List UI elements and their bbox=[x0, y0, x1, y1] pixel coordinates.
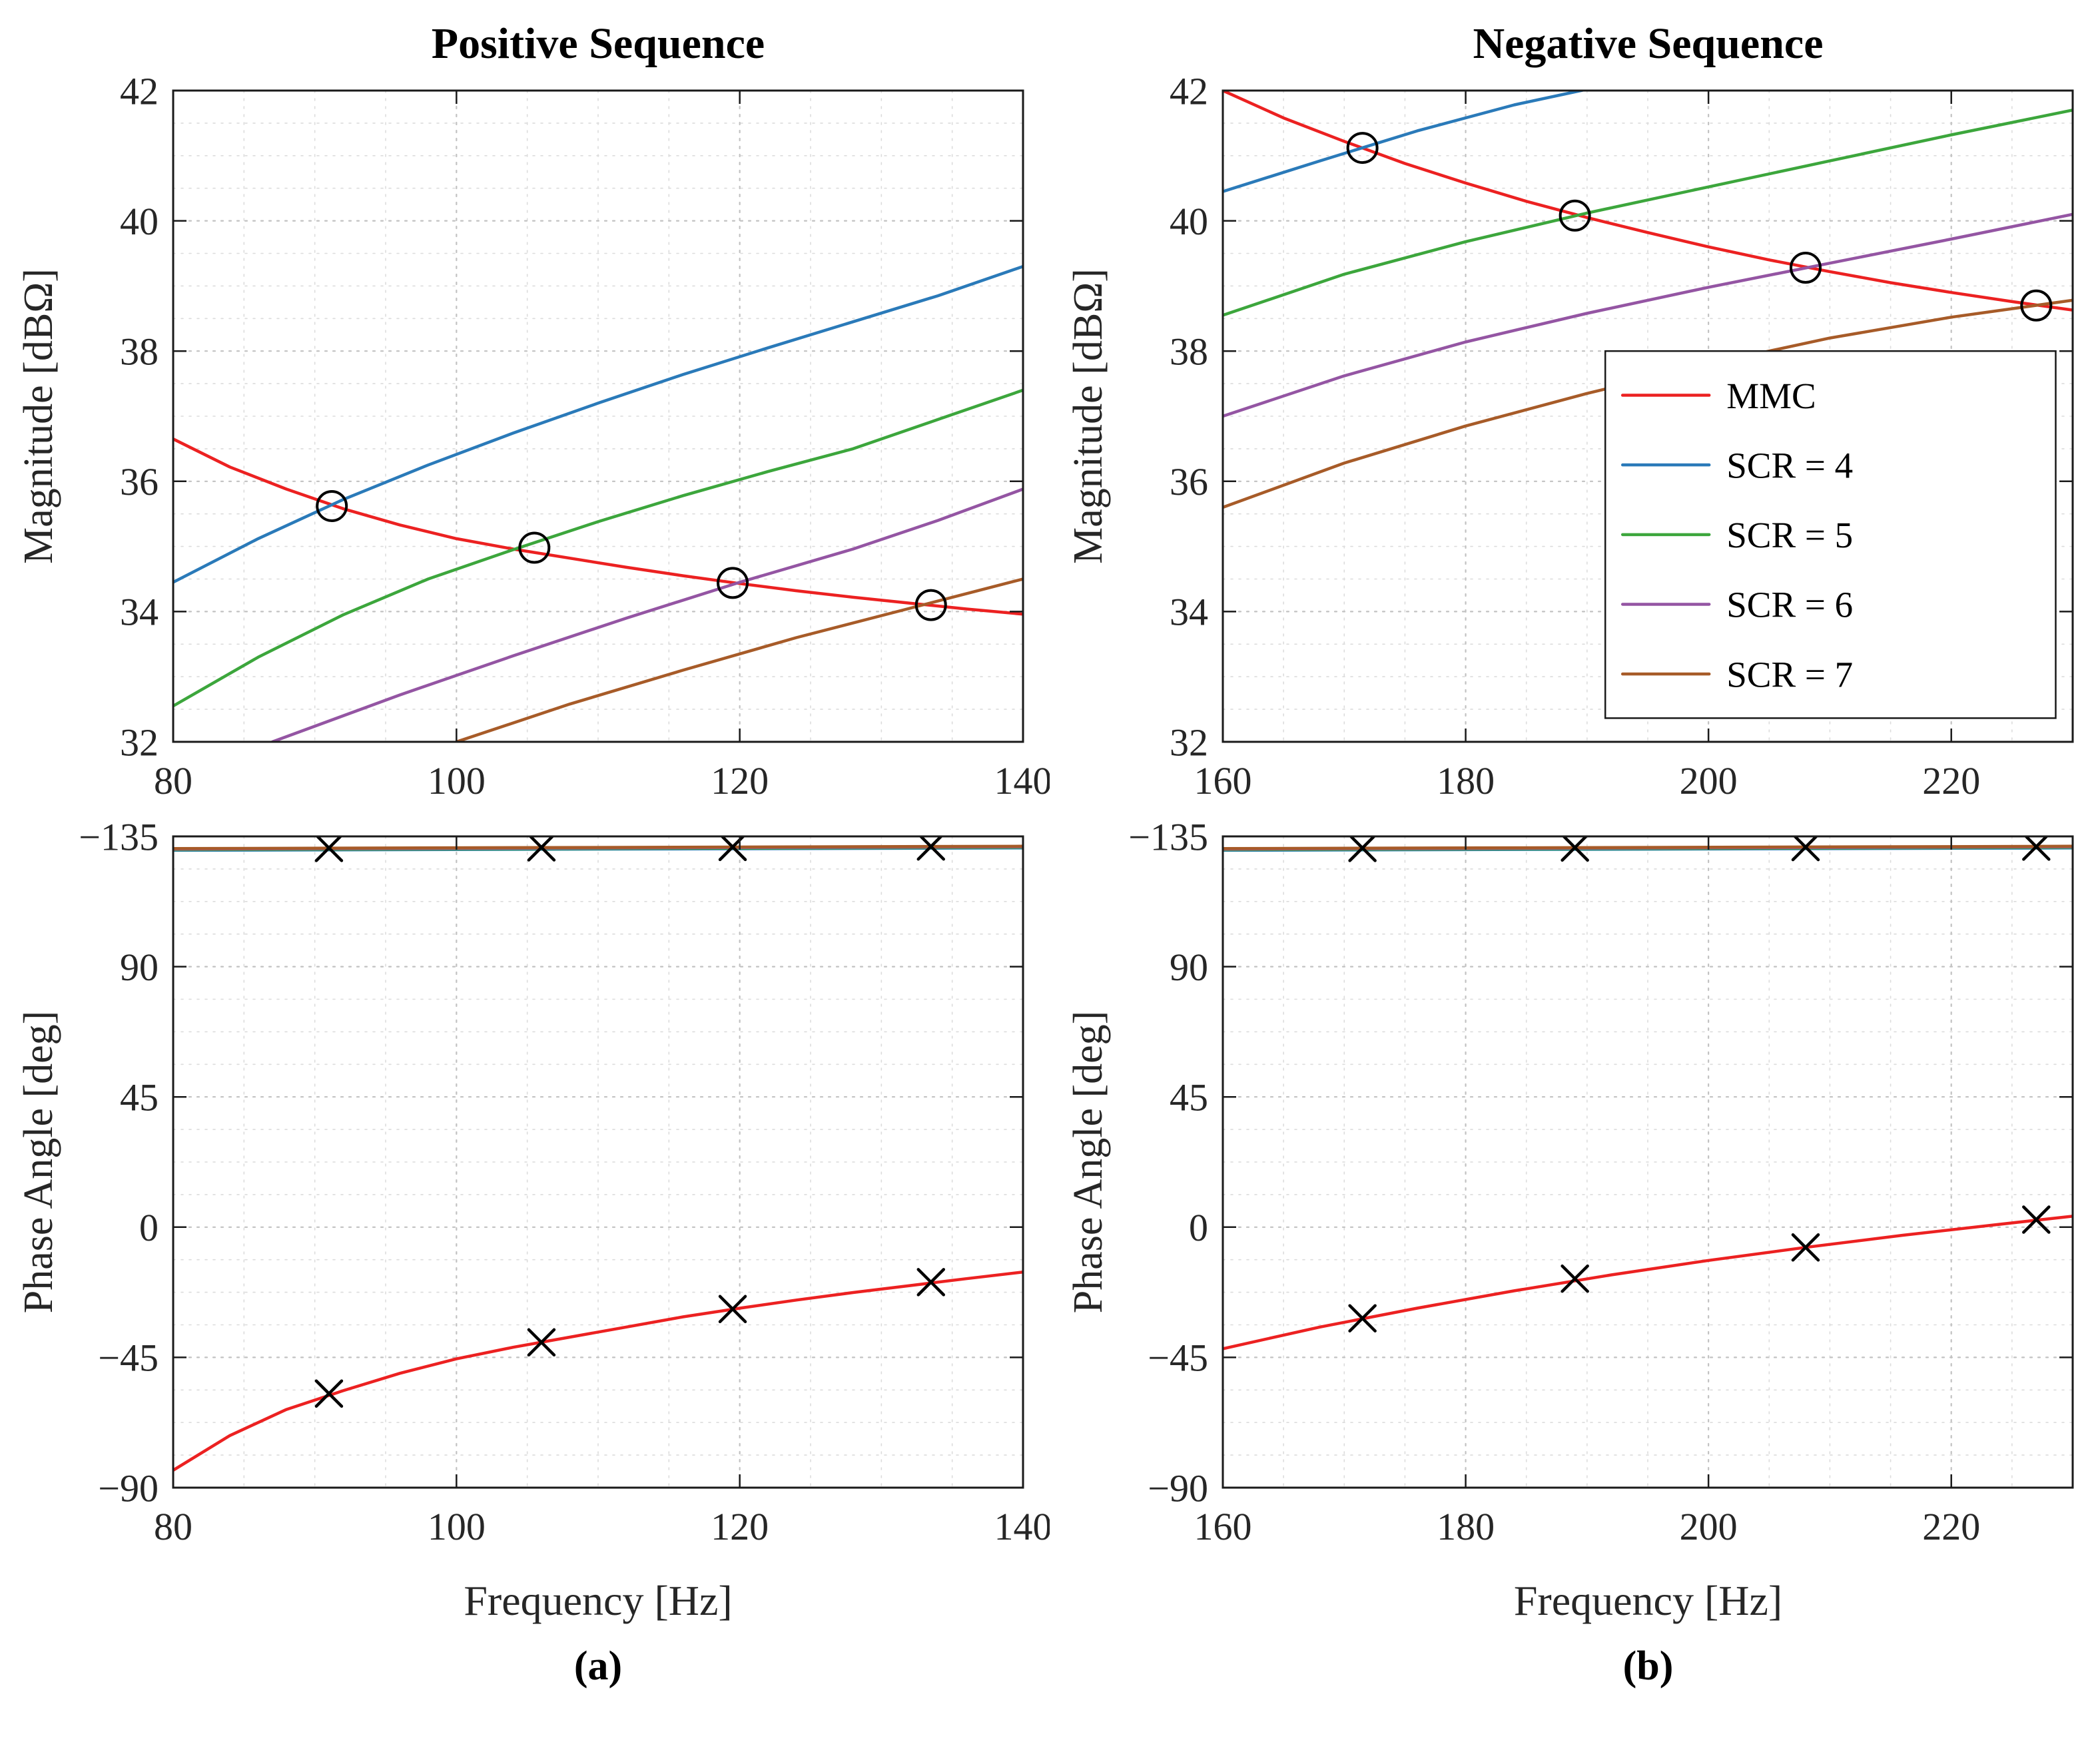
neg_mag-svg: 160 180 200 220 32 34 36 38 40 42 Magnitude [dBΩ] M… bbox=[1066, 69, 2074, 802]
svg-text:200: 200 bbox=[1680, 1505, 1738, 1548]
svg-text:Magnitude [dBΩ]: Magnitude [dBΩ] bbox=[1066, 268, 1111, 564]
bode-figure: Positive Sequence 80 100 120 140 32 34 36 38 40 4… bbox=[0, 0, 2100, 1698]
svg-text:−90: −90 bbox=[98, 1466, 159, 1510]
svg-text:0: 0 bbox=[139, 1206, 159, 1249]
svg-text:34: 34 bbox=[1170, 591, 1208, 634]
negative-x-axis-label: Frequency [Hz] bbox=[1513, 1577, 1783, 1624]
svg-text:120: 120 bbox=[711, 759, 769, 802]
svg-text:MMC: MMC bbox=[1726, 376, 1816, 416]
svg-text:0: 0 bbox=[1189, 1206, 1208, 1249]
positive-magnitude-chart: 80 100 120 140 32 34 36 38 40 42 Magnitude [dBΩ] bbox=[0, 69, 1052, 822]
positive-phase-chart: 80 100 120 140 −135 90 45 0 −45 −90 Phase Angle [d… bbox=[0, 815, 1052, 1568]
svg-text:80: 80 bbox=[154, 759, 192, 802]
svg-text:90: 90 bbox=[120, 946, 159, 989]
svg-text:42: 42 bbox=[120, 76, 159, 113]
svg-text:200: 200 bbox=[1680, 759, 1738, 802]
svg-text:100: 100 bbox=[428, 1505, 486, 1548]
svg-text:45: 45 bbox=[1170, 1076, 1208, 1119]
svg-text:36: 36 bbox=[1170, 460, 1208, 503]
positive-sequence-column: Positive Sequence 80 100 120 140 32 34 36 38 40 4… bbox=[0, 0, 1052, 1698]
svg-text:40: 40 bbox=[1170, 200, 1208, 243]
svg-text:42: 42 bbox=[1170, 76, 1208, 113]
svg-text:80: 80 bbox=[154, 1505, 192, 1548]
svg-text:Phase Angle [deg]: Phase Angle [deg] bbox=[16, 1011, 61, 1314]
svg-text:120: 120 bbox=[711, 1505, 769, 1548]
svg-text:34: 34 bbox=[120, 591, 159, 634]
svg-text:160: 160 bbox=[1194, 1505, 1252, 1548]
svg-text:220: 220 bbox=[1922, 1505, 1980, 1548]
svg-text:−90: −90 bbox=[1148, 1466, 1208, 1510]
svg-text:−135: −135 bbox=[79, 822, 159, 858]
svg-text:100: 100 bbox=[428, 759, 486, 802]
svg-text:−45: −45 bbox=[1148, 1336, 1208, 1380]
svg-text:SCR = 5: SCR = 5 bbox=[1726, 515, 1853, 555]
negative-magnitude-chart: 160 180 200 220 32 34 36 38 40 42 Magnitude [dBΩ] M… bbox=[1050, 69, 2099, 822]
neg_phase-svg: 160 180 200 220 −135 90 45 0 −45 −90 Phase Angle [… bbox=[1066, 815, 2074, 1548]
negative-phase-chart: 160 180 200 220 −135 90 45 0 −45 −90 Phase Angle [… bbox=[1050, 815, 2099, 1568]
svg-text:38: 38 bbox=[1170, 330, 1208, 374]
svg-text:−45: −45 bbox=[98, 1336, 159, 1380]
svg-text:180: 180 bbox=[1437, 1505, 1495, 1548]
positive-x-axis-label: Frequency [Hz] bbox=[464, 1577, 733, 1624]
svg-text:38: 38 bbox=[120, 330, 159, 374]
svg-text:160: 160 bbox=[1194, 759, 1252, 802]
legend: MMC SCR = 4 SCR = 5 SCR = 6 SCR = 7 bbox=[1604, 350, 2057, 719]
svg-text:90: 90 bbox=[1170, 946, 1208, 989]
svg-text:SCR = 4: SCR = 4 bbox=[1726, 445, 1853, 485]
svg-text:220: 220 bbox=[1922, 759, 1980, 802]
svg-text:SCR = 7: SCR = 7 bbox=[1726, 654, 1853, 695]
svg-text:36: 36 bbox=[120, 460, 159, 503]
svg-text:180: 180 bbox=[1437, 759, 1495, 802]
svg-text:Magnitude [dBΩ]: Magnitude [dBΩ] bbox=[16, 268, 61, 564]
negative-sequence-title: Negative Sequence bbox=[1473, 19, 1824, 68]
svg-text:32: 32 bbox=[120, 721, 159, 764]
positive-sequence-title: Positive Sequence bbox=[431, 19, 765, 68]
svg-text:40: 40 bbox=[120, 200, 159, 243]
negative-sequence-column: Negative Sequence 160 180 200 220 32 34 36 38 40… bbox=[1050, 0, 2100, 1698]
pos_mag-svg: 80 100 120 140 32 34 36 38 40 42 Magnitude [dBΩ] bbox=[16, 69, 1052, 802]
svg-text:SCR = 6: SCR = 6 bbox=[1726, 585, 1853, 625]
subfigure-letter-b: (b) bbox=[1622, 1643, 1674, 1689]
svg-text:−135: −135 bbox=[1128, 822, 1208, 858]
svg-text:140: 140 bbox=[994, 1505, 1050, 1548]
subfigure-letter-a: (a) bbox=[573, 1643, 623, 1689]
pos_phase-svg: 80 100 120 140 −135 90 45 0 −45 −90 Phase Angle [d… bbox=[16, 815, 1052, 1548]
svg-text:32: 32 bbox=[1170, 721, 1208, 764]
svg-text:Phase Angle [deg]: Phase Angle [deg] bbox=[1066, 1011, 1111, 1314]
svg-text:140: 140 bbox=[994, 759, 1050, 802]
svg-text:45: 45 bbox=[120, 1076, 159, 1119]
